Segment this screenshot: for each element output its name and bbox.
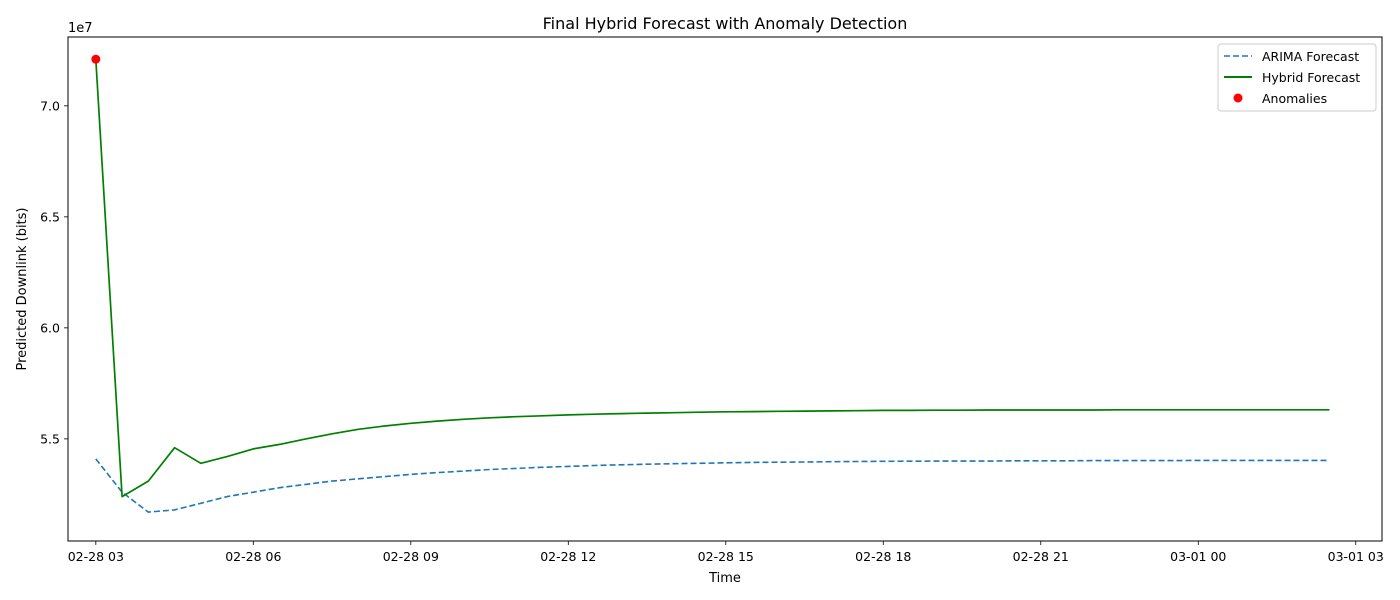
x-tick-label-8: 03-01 03 (1328, 549, 1384, 564)
x-tick-label-7: 03-01 00 (1170, 549, 1226, 564)
x-tick-label-0: 02-28 03 (68, 549, 124, 564)
legend: ARIMA Forecast Hybrid Forecast Anomalies (1217, 43, 1377, 112)
x-tick-label-3: 02-28 12 (540, 549, 596, 564)
series-layer (94, 59, 1330, 513)
x-tick-label-5: 02-28 18 (855, 549, 911, 564)
anomaly-point-0 (91, 54, 101, 64)
series-line-hybrid-forecast (94, 59, 1330, 498)
y-tick-label-0: 5.5 (40, 431, 60, 446)
anomaly-layer (91, 54, 101, 64)
x-tick-label-4: 02-28 15 (698, 549, 754, 564)
x-tick-label-2: 02-28 09 (383, 549, 439, 564)
y-tick-label-3: 7.0 (40, 98, 60, 113)
y-offset-text: 1e7 (68, 21, 93, 36)
x-axis-label: Time (708, 571, 741, 586)
series-line-arima-forecast (95, 458, 1330, 513)
x-tick-label-1: 02-28 06 (225, 549, 281, 564)
legend-label-anomalies: Anomalies (1262, 91, 1327, 106)
legend-label-hybrid: Hybrid Forecast (1262, 70, 1360, 85)
y-axis-ticks: 5.5 6.0 6.5 7.0 (40, 98, 68, 446)
legend-label-arima: ARIMA Forecast (1262, 49, 1359, 64)
legend-box (1217, 43, 1377, 112)
legend-swatch-anomalies (1233, 93, 1243, 103)
chart-title: Final Hybrid Forecast with Anomaly Detec… (543, 14, 908, 33)
y-tick-label-1: 6.0 (40, 320, 60, 335)
x-tick-label-6: 02-28 21 (1013, 549, 1069, 564)
x-axis-ticks: 02-28 03 02-28 06 02-28 09 02-28 12 02-28 15… (68, 541, 1384, 564)
y-tick-label-2: 6.5 (40, 209, 60, 224)
y-axis-label: Predicted Downlink (bits) (15, 208, 30, 371)
plot-area-frame (67, 36, 1383, 542)
